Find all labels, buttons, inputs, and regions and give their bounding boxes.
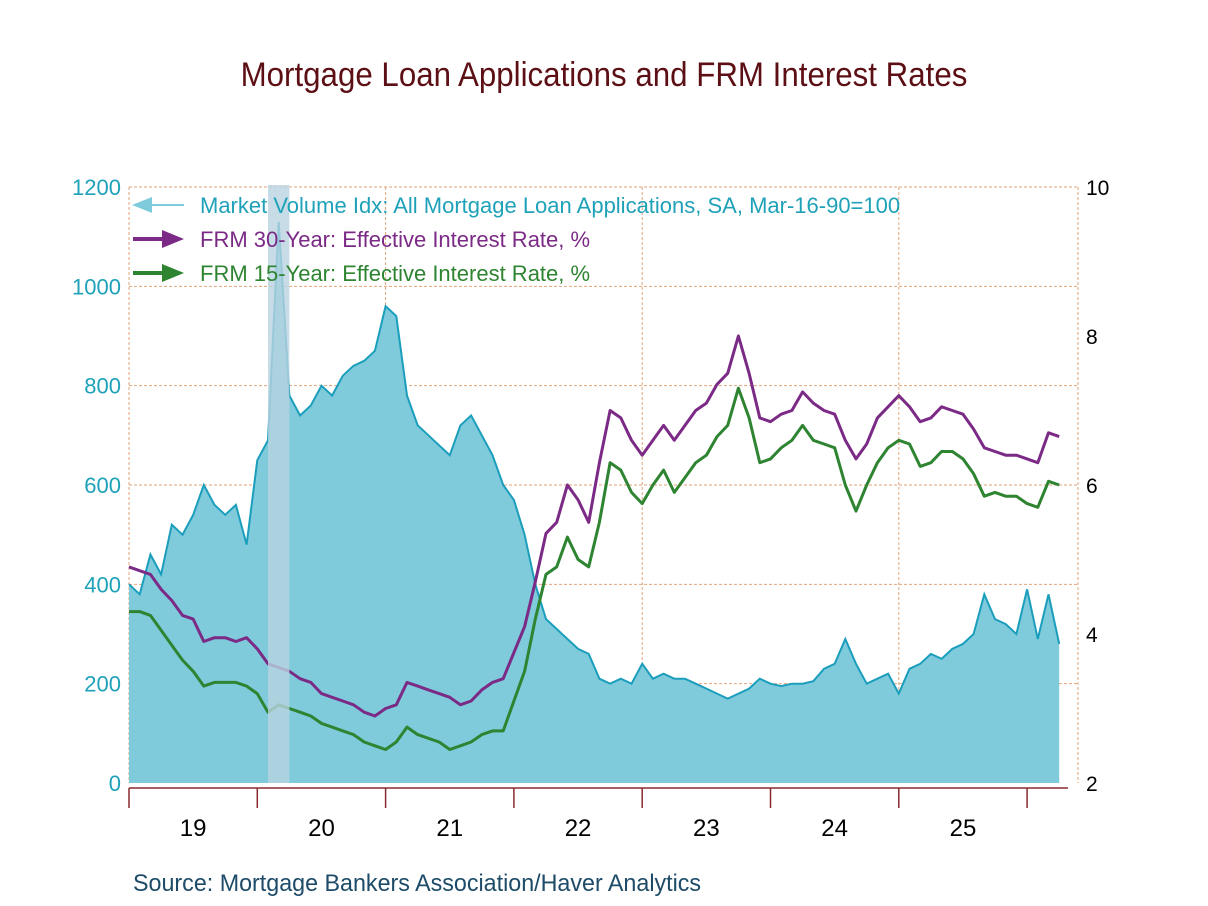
chart-title: Mortgage Loan Applications and FRM Inter… bbox=[240, 56, 968, 94]
recession-shading bbox=[267, 185, 290, 783]
right-tick-label: 6 bbox=[1086, 475, 1098, 498]
left-tick-label: 0 bbox=[109, 771, 121, 796]
legend-label: Market Volume Idx: All Mortgage Loan App… bbox=[200, 193, 900, 218]
left-tick-label: 400 bbox=[84, 572, 121, 597]
right-tick-label: 4 bbox=[1086, 624, 1098, 647]
left-tick-label: 200 bbox=[84, 672, 121, 697]
legend-arrow-icon bbox=[162, 230, 184, 248]
left-tick-label: 1000 bbox=[72, 274, 121, 299]
right-tick-label: 10 bbox=[1086, 177, 1109, 200]
left-tick-label: 800 bbox=[84, 374, 121, 399]
legend-label: FRM 30-Year: Effective Interest Rate, % bbox=[200, 227, 590, 252]
legend-label: FRM 15-Year: Effective Interest Rate, % bbox=[200, 261, 590, 286]
x-tick-label: 20 bbox=[308, 815, 335, 842]
legend-arrow-icon bbox=[132, 197, 152, 213]
x-tick-label: 19 bbox=[180, 815, 207, 842]
left-tick-label: 600 bbox=[84, 473, 121, 498]
x-tick-label: 25 bbox=[950, 815, 977, 842]
right-tick-label: 2 bbox=[1086, 773, 1098, 796]
left-tick-label: 1200 bbox=[72, 175, 121, 200]
legend-arrow-icon bbox=[162, 264, 184, 282]
x-tick-label: 22 bbox=[565, 815, 592, 842]
x-tick-label: 24 bbox=[821, 815, 848, 842]
right-tick-label: 8 bbox=[1086, 326, 1098, 349]
source-note: Source: Mortgage Bankers Association/Hav… bbox=[133, 870, 702, 897]
x-tick-label: 23 bbox=[693, 815, 720, 842]
x-tick-label: 21 bbox=[436, 815, 463, 842]
